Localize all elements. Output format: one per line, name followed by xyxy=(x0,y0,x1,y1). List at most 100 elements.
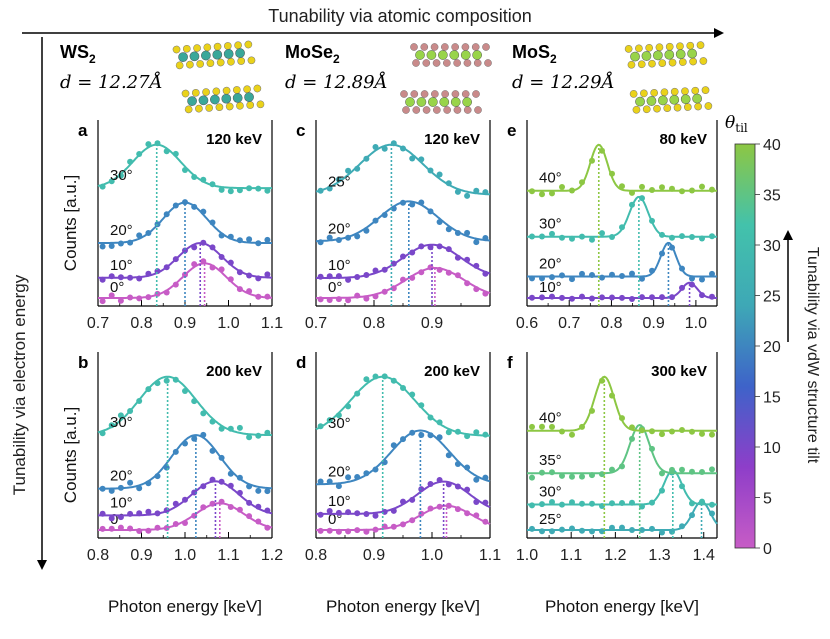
data-point xyxy=(400,385,406,391)
metal-atom xyxy=(212,49,223,60)
data-point xyxy=(559,501,565,508)
data-point xyxy=(200,176,207,183)
data-point xyxy=(679,427,685,433)
data-point xyxy=(619,294,625,301)
tilt-label: 30° xyxy=(110,414,133,431)
left-arrow-label: Tunability via electron energy xyxy=(10,274,29,495)
colorbar-tick-label: 5 xyxy=(763,491,772,508)
data-point xyxy=(182,496,188,503)
panel-letter: f xyxy=(507,353,513,372)
colorbar-tick-label: 30 xyxy=(763,238,781,255)
data-point xyxy=(549,528,555,535)
data-point xyxy=(539,275,545,282)
series-10deg: 10° xyxy=(98,239,272,306)
data-point xyxy=(529,275,535,282)
tilt-label: 0° xyxy=(328,279,342,296)
data-point xyxy=(127,274,134,281)
x-tick-label: 1.1 xyxy=(560,547,582,564)
chalcogen-atom xyxy=(246,101,255,109)
data-point xyxy=(473,476,480,483)
data-point xyxy=(559,234,565,241)
data-point xyxy=(599,230,605,237)
colorbar-tick-label: 25 xyxy=(763,289,781,306)
data-point xyxy=(117,514,124,521)
data-point xyxy=(464,256,471,263)
data-point xyxy=(227,425,234,432)
data-point xyxy=(182,167,188,173)
data-point xyxy=(209,500,216,507)
data-point xyxy=(589,500,595,507)
series-30deg: 30° xyxy=(315,373,491,538)
data-point xyxy=(381,212,388,218)
data-point xyxy=(236,424,243,431)
panel-letter: d xyxy=(296,353,306,372)
data-point xyxy=(579,293,585,300)
data-point xyxy=(182,271,188,278)
metal-atom xyxy=(178,52,188,62)
data-point xyxy=(264,429,271,436)
chalcogen-atom xyxy=(203,43,212,52)
data-point xyxy=(363,272,370,278)
data-point xyxy=(569,473,575,480)
series-25deg: 25° xyxy=(527,499,718,538)
right-arrow-label: Tunability via vdW structure tilt xyxy=(804,247,821,464)
metal-atom xyxy=(630,51,640,62)
series-30deg: 30° xyxy=(527,469,717,538)
chalcogen-atom xyxy=(222,86,231,95)
data-point xyxy=(689,500,695,507)
chalcogen-atom xyxy=(471,43,480,51)
data-point xyxy=(473,429,480,436)
data-point xyxy=(117,524,124,531)
chalcogen-atom xyxy=(461,43,470,51)
panel-a: 0.7 0.8 0.9 1.0 1.1 0° 10° 20° 30° a 120 keV Counts… xyxy=(61,120,283,332)
data-point xyxy=(381,266,388,273)
data-point xyxy=(390,140,397,147)
chalcogen-atom xyxy=(642,105,651,114)
data-point xyxy=(317,296,324,303)
chalcogen-atom xyxy=(443,106,451,114)
data-point xyxy=(363,376,370,383)
data-point xyxy=(191,203,198,210)
data-point xyxy=(163,377,170,384)
chalcogen-atom xyxy=(668,58,677,67)
data-point xyxy=(599,471,605,478)
data-point xyxy=(579,423,585,430)
data-point xyxy=(445,481,452,488)
data-point xyxy=(464,280,471,287)
chalcogen-atom xyxy=(629,90,638,98)
data-point xyxy=(589,528,595,535)
data-point xyxy=(354,233,361,240)
data-point xyxy=(529,294,535,301)
chalcogen-atom xyxy=(451,90,460,98)
data-point xyxy=(255,432,262,439)
data-point xyxy=(569,295,575,302)
data-point xyxy=(264,187,271,194)
data-point xyxy=(108,525,115,532)
chalcogen-atom xyxy=(410,43,418,51)
data-point xyxy=(335,176,342,183)
data-point xyxy=(418,243,425,250)
data-point xyxy=(619,500,625,506)
top-arrow-label: Tunability via atomic composition xyxy=(268,6,531,26)
data-point xyxy=(372,373,379,380)
x-tick-label: 1.2 xyxy=(261,547,283,564)
material-header-mose2: MoSe2 d = 12.89Å xyxy=(285,42,388,93)
series-10deg: 10° xyxy=(98,476,273,538)
chalcogen-atom xyxy=(704,102,713,110)
data-point xyxy=(163,507,170,514)
material-name-mose2: MoSe2 xyxy=(285,42,340,66)
data-point xyxy=(236,187,243,194)
data-point xyxy=(390,285,397,292)
data-point xyxy=(539,294,545,301)
data-point xyxy=(629,296,635,302)
beam-energy-label: 200 keV xyxy=(206,363,262,380)
chalcogen-atom xyxy=(441,90,449,98)
data-point xyxy=(127,158,134,165)
data-point xyxy=(549,423,555,430)
data-point xyxy=(400,253,406,260)
chalcogen-atom xyxy=(665,42,674,51)
data-point xyxy=(679,188,685,195)
data-point xyxy=(609,271,615,278)
data-point xyxy=(172,202,179,209)
data-point xyxy=(418,269,425,276)
